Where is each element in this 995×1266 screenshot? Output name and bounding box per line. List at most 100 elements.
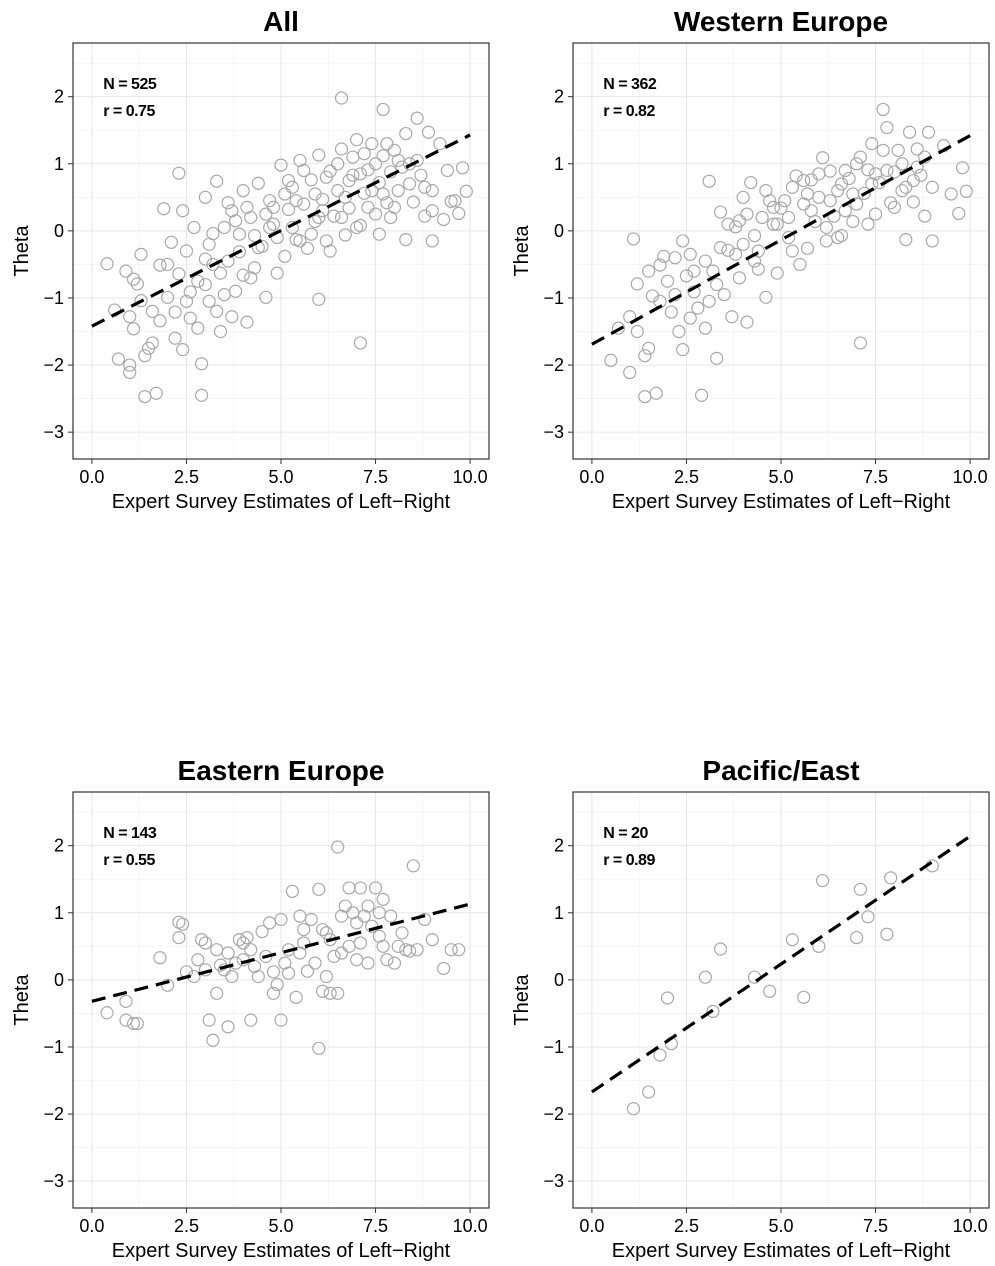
data-point xyxy=(391,939,405,953)
data-point xyxy=(853,150,868,164)
panel-title: Pacific/East xyxy=(702,755,859,786)
data-point xyxy=(365,137,379,151)
data-point xyxy=(865,137,879,151)
data-point xyxy=(217,288,231,302)
data-point xyxy=(630,324,644,339)
x-tick-label: 2.5 xyxy=(674,1216,699,1236)
data-point xyxy=(812,167,826,181)
data-point xyxy=(713,205,728,219)
x-axis-label: Expert Survey Estimates of Left−Right xyxy=(612,1240,951,1262)
data-point xyxy=(638,349,652,363)
data-point xyxy=(876,102,890,117)
data-point xyxy=(410,153,424,168)
y-tick-label: 1 xyxy=(554,154,564,174)
data-point xyxy=(130,1016,144,1031)
x-tick-label: 0.0 xyxy=(79,467,104,487)
r-annotation: r = 0.75 xyxy=(103,103,155,120)
data-point xyxy=(418,912,432,927)
x-tick-label: 5.0 xyxy=(268,1216,293,1236)
data-point xyxy=(959,184,973,198)
data-point xyxy=(884,196,898,210)
data-point xyxy=(194,388,209,402)
data-point xyxy=(198,190,212,204)
data-point xyxy=(323,244,337,258)
data-point xyxy=(459,184,473,198)
data-point xyxy=(721,217,735,231)
data-point xyxy=(259,207,273,221)
y-tick-label: −3 xyxy=(543,422,564,442)
y-tick-label: 2 xyxy=(54,87,64,107)
data-point xyxy=(157,202,171,216)
data-point xyxy=(304,912,318,927)
data-point xyxy=(221,946,235,960)
data-point xyxy=(425,184,439,198)
data-point xyxy=(899,232,913,247)
data-point xyxy=(331,184,345,198)
x-tick-label: 5.0 xyxy=(768,1216,793,1236)
data-point xyxy=(210,943,224,957)
data-point xyxy=(402,944,417,958)
data-point xyxy=(902,125,917,139)
data-point xyxy=(668,251,682,265)
data-point xyxy=(702,294,716,308)
data-point xyxy=(338,228,352,242)
y-tick-label: 1 xyxy=(554,903,564,923)
data-point xyxy=(399,126,413,141)
data-point xyxy=(350,133,364,147)
data-point xyxy=(247,228,262,243)
data-point xyxy=(683,247,697,261)
data-point xyxy=(312,882,326,896)
data-point xyxy=(244,271,258,285)
data-point xyxy=(168,331,182,345)
data-point xyxy=(376,892,390,906)
data-point xyxy=(281,173,296,188)
data-point xyxy=(160,257,175,272)
data-point xyxy=(729,247,743,261)
data-point xyxy=(281,966,296,980)
data-point xyxy=(191,321,205,335)
data-point xyxy=(740,207,754,221)
panel-title: All xyxy=(263,6,299,37)
data-point xyxy=(747,970,762,984)
data-point xyxy=(642,341,656,355)
r-annotation: r = 0.55 xyxy=(103,852,155,869)
data-point xyxy=(236,268,250,282)
y-tick-label: 1 xyxy=(54,154,64,174)
data-point xyxy=(880,163,894,178)
y-tick-label: 2 xyxy=(554,836,564,856)
data-point xyxy=(623,365,637,380)
data-point xyxy=(350,953,364,967)
y-tick-label: 0 xyxy=(554,970,564,990)
data-point xyxy=(361,200,375,214)
r-annotation: r = 0.89 xyxy=(603,852,655,869)
data-point xyxy=(123,365,137,380)
data-point xyxy=(785,933,799,947)
data-point xyxy=(126,1016,141,1031)
data-point xyxy=(418,180,432,194)
chart-panel-3: 0.0 2.5 5.0 7.5 10.0 −3 −2 −1 0 1 2 Eastern Europe E… xyxy=(11,755,490,1262)
data-point xyxy=(138,390,152,404)
y-tick-label: 0 xyxy=(54,221,64,241)
data-point xyxy=(353,336,368,350)
data-point xyxy=(285,884,299,898)
y-axis-label: Theta xyxy=(11,974,33,1026)
data-point xyxy=(372,227,386,241)
data-point xyxy=(736,237,750,251)
data-point xyxy=(713,241,728,255)
data-point xyxy=(202,1013,216,1027)
data-point xyxy=(649,386,663,400)
data-point xyxy=(925,180,939,194)
y-tick-label: −2 xyxy=(43,355,64,375)
data-point xyxy=(880,927,894,941)
data-point xyxy=(111,352,125,366)
data-point xyxy=(391,153,405,168)
data-point xyxy=(664,305,678,319)
data-point xyxy=(168,305,182,319)
data-point xyxy=(732,271,747,285)
data-point xyxy=(691,301,705,315)
data-point xyxy=(353,881,368,895)
data-point xyxy=(266,965,281,979)
data-point xyxy=(687,264,701,278)
data-point xyxy=(357,186,371,200)
data-point xyxy=(740,315,754,329)
